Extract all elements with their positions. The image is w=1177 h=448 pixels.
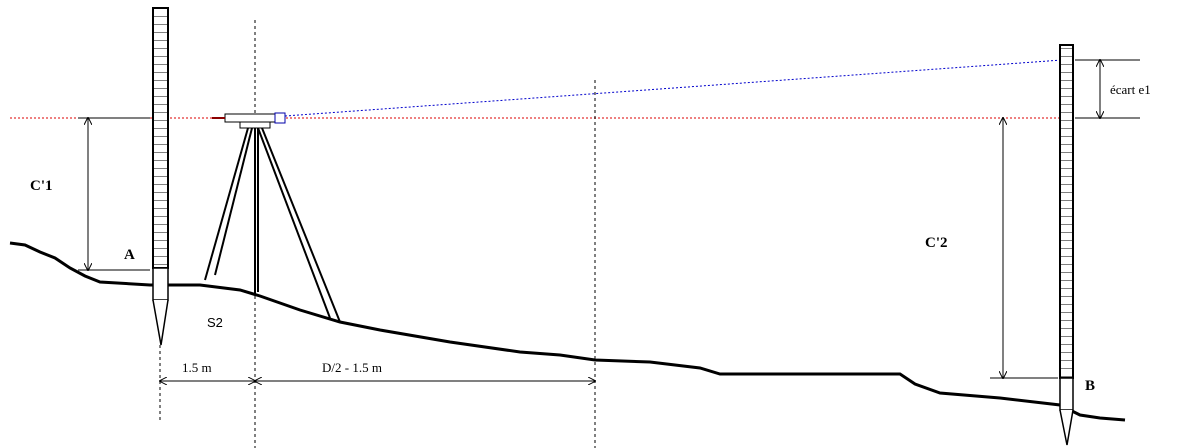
label-c1: C'1	[30, 178, 53, 194]
label-b: B	[1085, 378, 1095, 394]
level	[224, 113, 284, 123]
stake-a-tip	[152, 299, 169, 346]
stake-b-tip	[1059, 409, 1074, 446]
label-s2: S2	[207, 315, 223, 330]
ground	[9, 241, 1126, 422]
objective	[274, 112, 286, 124]
label-c2: C'2	[925, 235, 948, 251]
label-dist-1: 1.5 m	[182, 360, 212, 375]
stake-b	[1059, 377, 1074, 411]
label-dist-2: D/2 - 1.5 m	[322, 360, 382, 375]
staff-a	[152, 7, 169, 269]
inclined-sight	[284, 59, 1063, 117]
tripod	[204, 127, 341, 323]
tribrach	[239, 121, 271, 129]
label-e1: écart e1	[1110, 82, 1151, 97]
drawing	[9, 7, 1140, 448]
label-a: A	[124, 247, 135, 263]
staff-b	[1059, 44, 1074, 379]
stake-a	[152, 267, 169, 301]
dimensions	[78, 60, 1140, 381]
